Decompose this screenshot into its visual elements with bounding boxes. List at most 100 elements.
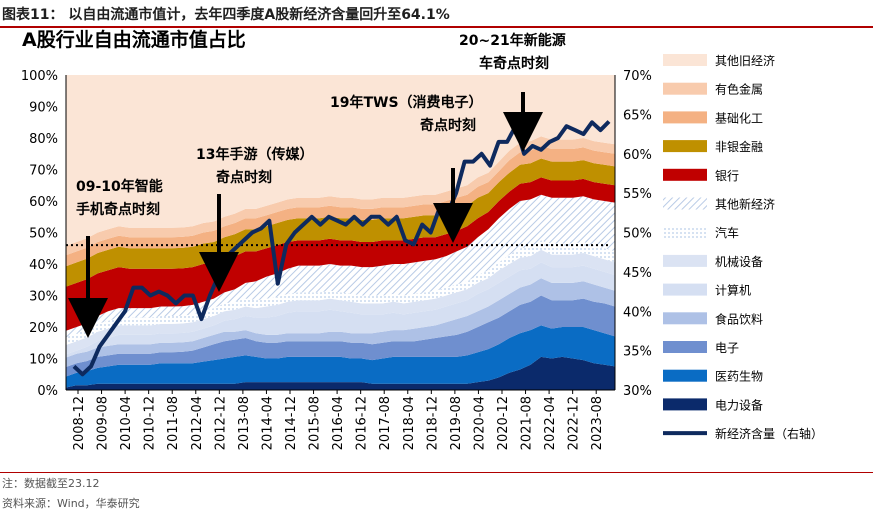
legend-swatch	[663, 283, 707, 296]
legend-label: 银行	[715, 169, 739, 183]
annotation-text: 奇点时刻	[216, 169, 272, 186]
legend-label: 其他旧经济	[715, 53, 775, 68]
y-right-tick-label: 60%	[623, 148, 652, 163]
y-right-tick-label: 65%	[623, 108, 652, 123]
x-tick-label: 2018-12	[425, 396, 440, 450]
y-right-tick-label: 35%	[623, 345, 652, 360]
x-tick-label: 2014-04	[260, 396, 275, 450]
footnote: 注：数据截至23.12	[2, 477, 100, 490]
y-left-tick-label: 80%	[29, 132, 58, 147]
legend-swatch	[663, 312, 707, 325]
x-tick-label: 2010-12	[143, 396, 158, 450]
x-tick-label: 2014-12	[284, 396, 299, 450]
legend-swatch	[663, 254, 707, 267]
x-tick-label: 2012-04	[190, 396, 205, 450]
y-left-tick-label: 40%	[29, 258, 58, 273]
area-8	[66, 177, 615, 331]
area-4	[66, 262, 615, 358]
area-11	[66, 136, 615, 256]
x-tick-label: 2020-04	[472, 396, 487, 450]
y-left-tick-label: 50%	[29, 227, 58, 242]
legend-swatch	[663, 140, 707, 153]
area-3	[66, 278, 615, 367]
x-tick-label: 2009-08	[96, 396, 111, 450]
legend-label: 汽车	[715, 225, 739, 240]
y-left-tick-label: 20%	[29, 321, 58, 336]
y-left-tick-label: 70%	[29, 164, 58, 179]
legend-swatch	[663, 168, 707, 181]
area-10	[66, 145, 615, 267]
header-rule	[0, 26, 873, 28]
legend-label: 食品饮料	[715, 311, 763, 326]
y-left-tick-label: 100%	[21, 69, 58, 84]
annotation-text: 20~21年新能源	[459, 32, 566, 49]
x-tick-label: 2017-08	[378, 396, 393, 450]
area-5	[66, 249, 615, 355]
legend-swatch	[663, 54, 707, 66]
x-tick-label: 2012-12	[213, 396, 228, 450]
x-tick-label: 2018-04	[402, 396, 417, 450]
legend-swatch	[663, 398, 707, 411]
plot-area	[66, 75, 615, 390]
footer-rule	[0, 472, 873, 473]
annotation-text: 车奇点时刻	[479, 55, 549, 72]
chart-title: A股行业自由流通市值占比	[22, 28, 246, 51]
figure-title: 图表11： 以自由流通市值计，去年四季度A股新经济含量回升至64.1%	[2, 7, 450, 23]
area-1	[66, 325, 615, 388]
y-right-tick-label: 45%	[623, 266, 652, 281]
area-0	[66, 356, 615, 390]
x-tick-label: 2022-04	[543, 396, 558, 450]
area-12	[66, 75, 615, 246]
legend: 其他旧经济有色金属基础化工非银金融银行其他新经济汽车机械设备计算机食品饮料电子医…	[663, 53, 823, 441]
legend-label: 电力设备	[715, 398, 763, 412]
y-right-tick-label: 50%	[623, 227, 652, 242]
legend-label: 计算机	[715, 283, 751, 298]
annotation-text: 手机奇点时刻	[76, 201, 160, 218]
y-left-tick-label: 90%	[29, 101, 58, 116]
legend-swatch	[663, 226, 707, 239]
y-right-tick-label: 30%	[623, 384, 652, 399]
legend-swatch	[663, 197, 707, 210]
y-left-tick-label: 10%	[29, 353, 58, 368]
annotation-text: 13年手游（传媒）	[196, 146, 313, 163]
legend-label: 电子	[715, 341, 739, 355]
x-tick-label: 2010-04	[119, 396, 134, 450]
x-tick-label: 2016-04	[331, 396, 346, 450]
y-left-tick-label: 30%	[29, 290, 58, 305]
x-tick-label: 2020-12	[496, 396, 511, 450]
axes: 0% 10% 20% 30% 40% 50% 60% 70% 80% 90% 100% 30% 35% 4…	[21, 69, 652, 450]
x-tick-label: 2015-08	[308, 396, 323, 450]
x-tick-label: 2023-08	[590, 396, 605, 450]
legend-label: 有色金属	[715, 82, 763, 97]
legend-label: 其他新经济	[715, 197, 775, 212]
source-note: 资料来源：Wind，华泰研究	[2, 497, 140, 510]
x-tick-label: 2019-08	[449, 396, 464, 450]
legend-swatch	[663, 111, 707, 124]
legend-swatch	[663, 341, 707, 353]
area-7	[66, 194, 615, 338]
annotation-text: 19年TWS（消费电子）	[330, 94, 483, 111]
y-left-tick-label: 60%	[29, 195, 58, 210]
y-right-tick-label: 55%	[623, 187, 652, 202]
y-right-tick-label: 40%	[623, 305, 652, 320]
legend-swatch	[663, 369, 707, 382]
y-right-tick-label: 70%	[623, 69, 652, 84]
legend-label: 非银金融	[715, 139, 763, 154]
figure-header: 图表11： 以自由流通市值计，去年四季度A股新经济含量回升至64.1%	[0, 0, 873, 28]
x-tick-label: 2011-08	[166, 396, 181, 450]
area-2	[66, 295, 615, 377]
legend-swatch	[663, 82, 707, 95]
legend-label: 新经济含量（右轴）	[715, 426, 823, 441]
legend-label: 医药生物	[715, 370, 763, 384]
x-tick-label: 2016-12	[355, 396, 370, 450]
x-tick-label: 2013-08	[237, 396, 252, 450]
stacked-area-chart: A股行业自由流通市值占比 0% 10% 20% 30% 40% 50% 60% 70% 80% 9…	[21, 28, 823, 450]
x-tick-label: 2022-12	[567, 396, 582, 450]
legend-label: 基础化工	[715, 111, 763, 125]
x-tick-label: 2021-08	[520, 396, 535, 450]
annotation-text: 奇点时刻	[420, 117, 476, 134]
annotation-text: 09-10年智能	[76, 178, 163, 195]
y-left-tick-label: 0%	[37, 384, 58, 399]
x-tick-label: 2008-12	[72, 396, 87, 450]
